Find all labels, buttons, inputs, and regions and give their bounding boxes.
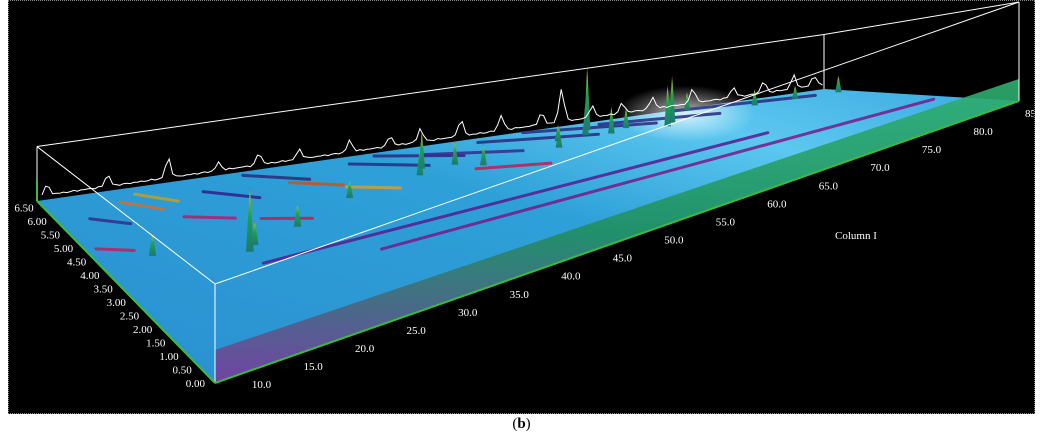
y-tick-label: 5.00 bbox=[54, 243, 74, 255]
surface-peak bbox=[293, 203, 302, 227]
chromatogram-figure: 10.0 15.0 20.0 25.0 30.0 35.0 40.0 45.0 50.0 55.0… bbox=[8, 0, 1035, 414]
y-tick-label: 0.50 bbox=[173, 365, 193, 377]
surface-streak bbox=[182, 215, 237, 220]
figure-caption: (b) bbox=[0, 416, 1043, 433]
x-tick-label: 55.0 bbox=[716, 217, 736, 229]
x-tick-label: 20.0 bbox=[355, 343, 375, 355]
surface-peak bbox=[668, 75, 676, 123]
frame-edge bbox=[36, 34, 825, 148]
x-tick-label: 35.0 bbox=[510, 289, 530, 301]
frame-edge bbox=[36, 146, 216, 285]
x-tick-label: 70.0 bbox=[870, 162, 890, 174]
x-tick-label: 10.0 bbox=[252, 379, 272, 391]
surface-streak bbox=[287, 181, 345, 187]
baseline-band bbox=[215, 79, 1019, 383]
surface-streak bbox=[88, 217, 133, 226]
surface-streak bbox=[476, 132, 600, 145]
surface-streak bbox=[261, 131, 770, 265]
surface-streak bbox=[672, 93, 817, 113]
surface-peak bbox=[451, 140, 459, 165]
frame-edge bbox=[214, 1, 1020, 285]
caption-letter: b bbox=[517, 416, 526, 432]
surface-peak bbox=[246, 185, 254, 252]
surface-peak bbox=[684, 91, 691, 110]
surface-streak bbox=[347, 162, 431, 167]
x-tick-label: 30.0 bbox=[458, 307, 478, 319]
y-tick-label: 2.00 bbox=[133, 324, 153, 336]
x-tick-label: 15.0 bbox=[304, 361, 324, 373]
surface-streak bbox=[421, 149, 525, 157]
surface-streak bbox=[474, 161, 553, 171]
surface-peak bbox=[250, 220, 259, 245]
x-tick-label: 75.0 bbox=[922, 144, 942, 156]
surface-streak bbox=[132, 192, 180, 203]
y-tick-label: 3.00 bbox=[107, 297, 127, 309]
x-tick-label: 60.0 bbox=[767, 198, 787, 210]
y-tick-label: 1.00 bbox=[159, 351, 179, 363]
surface-peak bbox=[148, 232, 157, 256]
y-tick-label: 4.00 bbox=[80, 270, 100, 282]
y-tick-label: 4.50 bbox=[67, 257, 87, 269]
frame-edge bbox=[823, 1, 1020, 36]
x-tick-label: 80.0 bbox=[974, 126, 994, 138]
tic-trace bbox=[41, 73, 823, 196]
x-tick-label: 65.0 bbox=[819, 180, 839, 192]
surface-streak bbox=[380, 97, 936, 251]
y-tick-label: 2.50 bbox=[120, 311, 140, 323]
y-tick-label: 6.50 bbox=[14, 203, 34, 215]
x-tick-label: 40.0 bbox=[561, 271, 581, 283]
surface-streak bbox=[118, 200, 165, 211]
surface-peak bbox=[751, 88, 758, 106]
surface-streak bbox=[241, 173, 312, 181]
y-tick-label: 0.00 bbox=[186, 378, 206, 390]
surface-peak bbox=[608, 106, 615, 134]
surface-streak bbox=[597, 111, 722, 126]
caption-close: ) bbox=[525, 416, 531, 432]
y-tick-label: 3.50 bbox=[93, 284, 113, 296]
surface-peak bbox=[835, 75, 842, 93]
surface-streak bbox=[94, 247, 136, 252]
surface-peak bbox=[480, 143, 487, 166]
surface-peak bbox=[346, 179, 354, 198]
caption-open: ( bbox=[512, 416, 518, 432]
x-axis-line bbox=[214, 100, 1020, 384]
surface-streak bbox=[344, 185, 402, 190]
y-axis-line bbox=[36, 200, 216, 384]
surface-peak bbox=[584, 65, 591, 131]
x-tick-label: 25.0 bbox=[407, 325, 427, 337]
x-tick-label: 85.0 bbox=[1025, 108, 1035, 120]
y-tick-label: 1.50 bbox=[146, 338, 166, 350]
gcxgc-3d-surface-plot: 10.0 15.0 20.0 25.0 30.0 35.0 40.0 45.0 50.0 55.0… bbox=[14, 1, 1035, 391]
surface-peak bbox=[418, 130, 426, 169]
surface-peak bbox=[554, 124, 562, 142]
surface-peak bbox=[622, 108, 630, 129]
x-tick-label: 45.0 bbox=[613, 253, 633, 265]
x-tick-label: 50.0 bbox=[664, 235, 684, 247]
y-tick-label: 6.00 bbox=[28, 216, 48, 228]
x-axis-title: Column I bbox=[835, 230, 877, 242]
y-tick-label: 5.50 bbox=[41, 230, 61, 242]
surface-glare bbox=[615, 85, 756, 142]
surface-peak bbox=[791, 85, 799, 99]
